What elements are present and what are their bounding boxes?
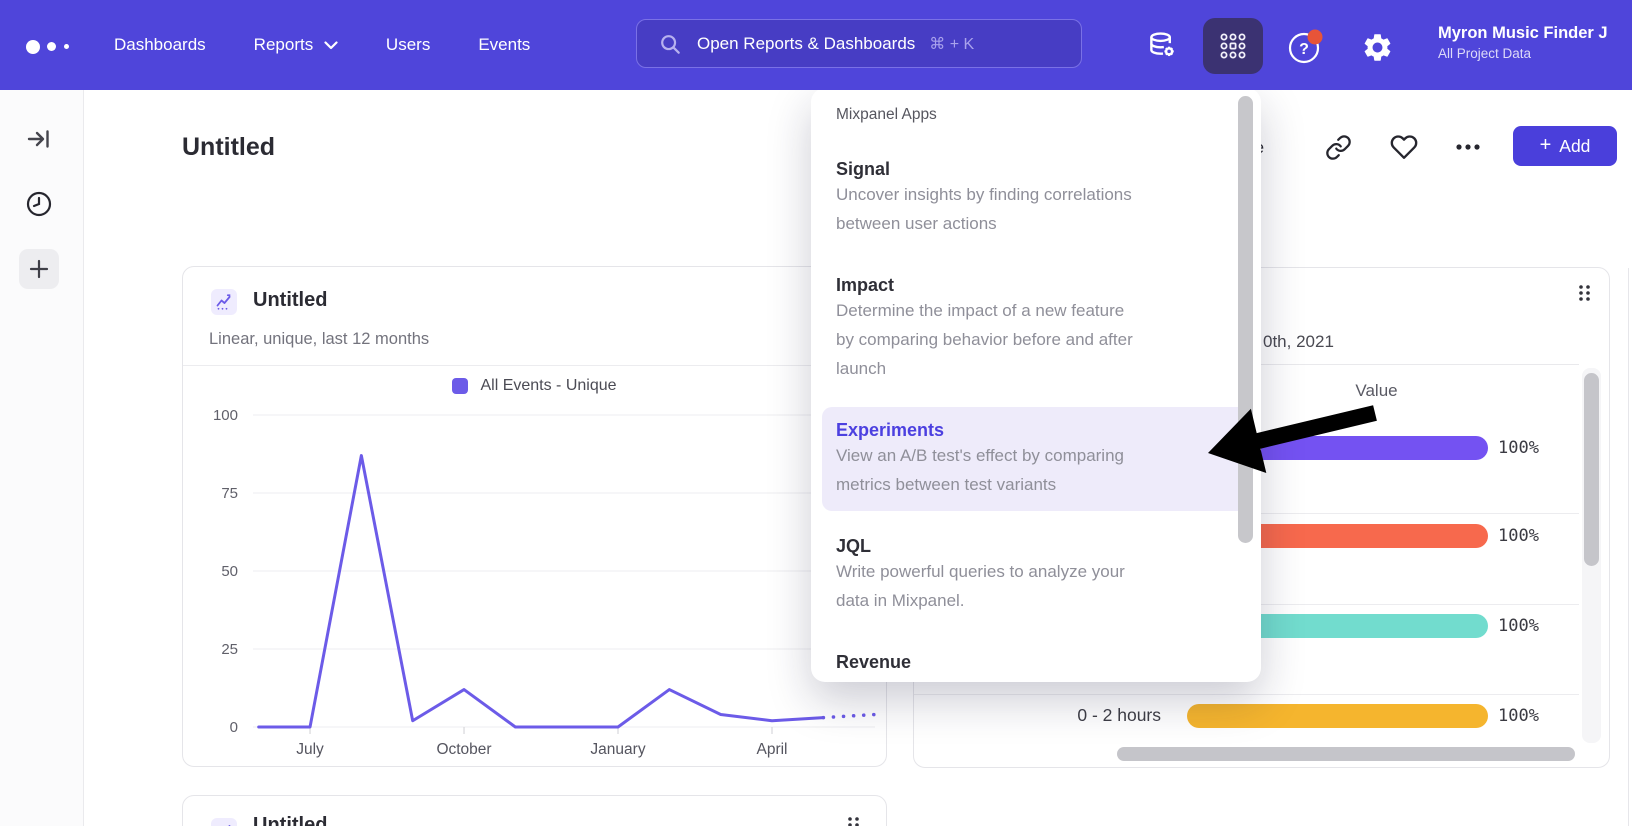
- user-project-switcher[interactable]: Myron Music Finder J All Project Data: [1438, 24, 1632, 61]
- menu-item-title: Revenue: [836, 652, 912, 672]
- row-border: [914, 694, 1579, 695]
- value-bar: [1187, 704, 1488, 728]
- card-title: Untitled: [253, 289, 328, 311]
- row-label: 0 - 2 hours: [1077, 705, 1161, 725]
- left-sidebar: [0, 90, 84, 826]
- recent-icon[interactable]: [19, 184, 59, 224]
- row-value: 100%: [1498, 526, 1539, 546]
- card-subtitle: Linear, unique, last 12 months: [209, 330, 430, 348]
- menu-item-description: between user actions: [836, 214, 997, 233]
- row-value: 100%: [1498, 706, 1539, 726]
- add-icon[interactable]: [19, 249, 59, 289]
- svg-text:October: October: [436, 741, 491, 758]
- menu-item-description: View an A/B test's effect by comparing: [836, 446, 1124, 465]
- plus-icon: +: [1539, 134, 1552, 156]
- report-card-partial: Untitled: [182, 795, 887, 826]
- insights-chart-icon: [211, 818, 237, 826]
- link-icon[interactable]: [1324, 133, 1352, 161]
- gear-icon[interactable]: [1358, 28, 1396, 66]
- menu-item-title: JQL: [836, 536, 872, 556]
- menu-header: Mixpanel Apps: [836, 106, 937, 123]
- divider: [183, 365, 886, 366]
- nav-item-users[interactable]: Users: [385, 35, 431, 54]
- report-card-line-chart: Untitled Linear, unique, last 12 months …: [182, 266, 887, 767]
- nav-item-events[interactable]: Events: [478, 35, 531, 54]
- menu-item-description: data in Mixpanel.: [836, 591, 965, 610]
- menu-item-description: launch: [836, 359, 887, 378]
- menu-item-description: by comparing behavior before and after: [836, 330, 1133, 349]
- menu-item-description: Determine the impact of a new feature: [836, 301, 1125, 320]
- data-management-icon[interactable]: [1143, 26, 1181, 64]
- nav-links: Dashboards Reports Users Events: [114, 0, 530, 90]
- svg-text:April: April: [756, 741, 787, 758]
- insights-chart-icon: [211, 289, 237, 315]
- menu-scrollbar[interactable]: [1238, 96, 1253, 543]
- drag-handle-icon[interactable]: [1576, 284, 1594, 302]
- chevron-down-icon: [324, 41, 338, 50]
- menu-item-title: Signal: [836, 159, 891, 179]
- svg-text:50: 50: [221, 563, 238, 580]
- heart-icon[interactable]: [1390, 133, 1418, 161]
- legend-swatch: [452, 378, 469, 394]
- project-name: All Project Data: [1438, 46, 1532, 61]
- nav-item-reports[interactable]: Reports: [254, 0, 338, 90]
- menu-item-jql[interactable]: JQL Write powerful queries to analyze you…: [822, 523, 1250, 627]
- page-title: Untitled: [182, 133, 276, 161]
- chart-legend[interactable]: All Events - Unique: [183, 377, 886, 395]
- menu-item-signal[interactable]: Signal Uncover insights by finding correl…: [822, 146, 1250, 250]
- table-column-header: Value: [1355, 381, 1398, 400]
- svg-text:100: 100: [213, 407, 238, 424]
- mixpanel-logo-icon[interactable]: [26, 38, 86, 54]
- row-value: 100%: [1498, 616, 1539, 636]
- table-horizontal-scrollbar[interactable]: [1117, 747, 1575, 761]
- notification-badge: [1307, 29, 1323, 45]
- help-icon[interactable]: ?: [1286, 28, 1324, 66]
- menu-item-revenue[interactable]: Revenue: [822, 639, 1250, 682]
- menu-item-description: metrics between test variants: [836, 475, 1057, 494]
- mixpanel-apps-menu: Mixpanel Apps Signal Uncover insights by …: [811, 88, 1261, 682]
- top-nav: Dashboards Reports Users Events Open Repor…: [0, 0, 1632, 90]
- card-title: Untitled: [253, 814, 328, 826]
- nav-item-dashboards[interactable]: Dashboards: [114, 35, 206, 54]
- svg-text:?: ?: [1299, 41, 1309, 58]
- line-chart: 0 25 50 75 100 July October January April: [213, 407, 877, 758]
- apps-grid-icon: [1220, 33, 1246, 59]
- menu-item-description: Write powerful queries to analyze your: [836, 562, 1125, 581]
- svg-text:July: July: [296, 741, 324, 758]
- menu-item-description: Uncover insights by finding correlations: [836, 185, 1132, 204]
- apps-grid-button[interactable]: [1203, 18, 1263, 74]
- expand-sidebar-icon[interactable]: [19, 119, 59, 159]
- more-icon[interactable]: [1452, 136, 1484, 158]
- date-range-fragment: 0th, 2021: [1263, 332, 1334, 351]
- drag-handle-icon[interactable]: [845, 816, 863, 826]
- search-input[interactable]: Open Reports & Dashboards ⌘ + K: [636, 19, 1082, 68]
- legend-label: All Events - Unique: [480, 377, 617, 394]
- svg-text:January: January: [590, 741, 645, 758]
- menu-item-title: Experiments: [836, 420, 945, 440]
- viewport-edge: [1628, 268, 1632, 826]
- svg-text:25: 25: [221, 641, 238, 658]
- row-value: 100%: [1498, 438, 1539, 458]
- table-vertical-scrollbar[interactable]: [1582, 368, 1601, 743]
- svg-text:75: 75: [221, 485, 238, 502]
- menu-item-title: Impact: [836, 275, 895, 295]
- search-shortcut: ⌘ + K: [929, 35, 975, 53]
- menu-item-impact[interactable]: Impact Determine the impact of a new feat…: [822, 262, 1250, 395]
- add-button[interactable]: + Add: [1513, 126, 1617, 166]
- user-name: Myron Music Finder J: [1438, 24, 1608, 42]
- svg-text:0: 0: [230, 719, 238, 736]
- search-placeholder: Open Reports & Dashboards: [697, 33, 916, 53]
- menu-item-experiments[interactable]: Experiments View an A/B test's effect by …: [822, 407, 1250, 511]
- search-icon: [661, 34, 680, 54]
